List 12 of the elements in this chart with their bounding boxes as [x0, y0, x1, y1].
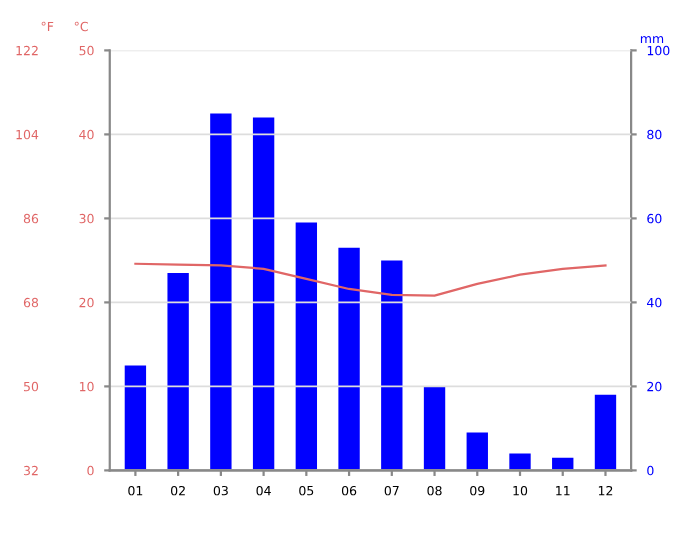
line-series [134, 262, 607, 297]
bar [509, 453, 531, 471]
bar [295, 222, 318, 471]
bar [381, 260, 403, 471]
bar [338, 247, 360, 471]
bar [466, 432, 488, 471]
bar [167, 273, 189, 471]
bar [252, 117, 275, 471]
bar [423, 386, 446, 471]
bar [124, 365, 147, 471]
bar [594, 394, 617, 471]
bar [210, 113, 232, 471]
